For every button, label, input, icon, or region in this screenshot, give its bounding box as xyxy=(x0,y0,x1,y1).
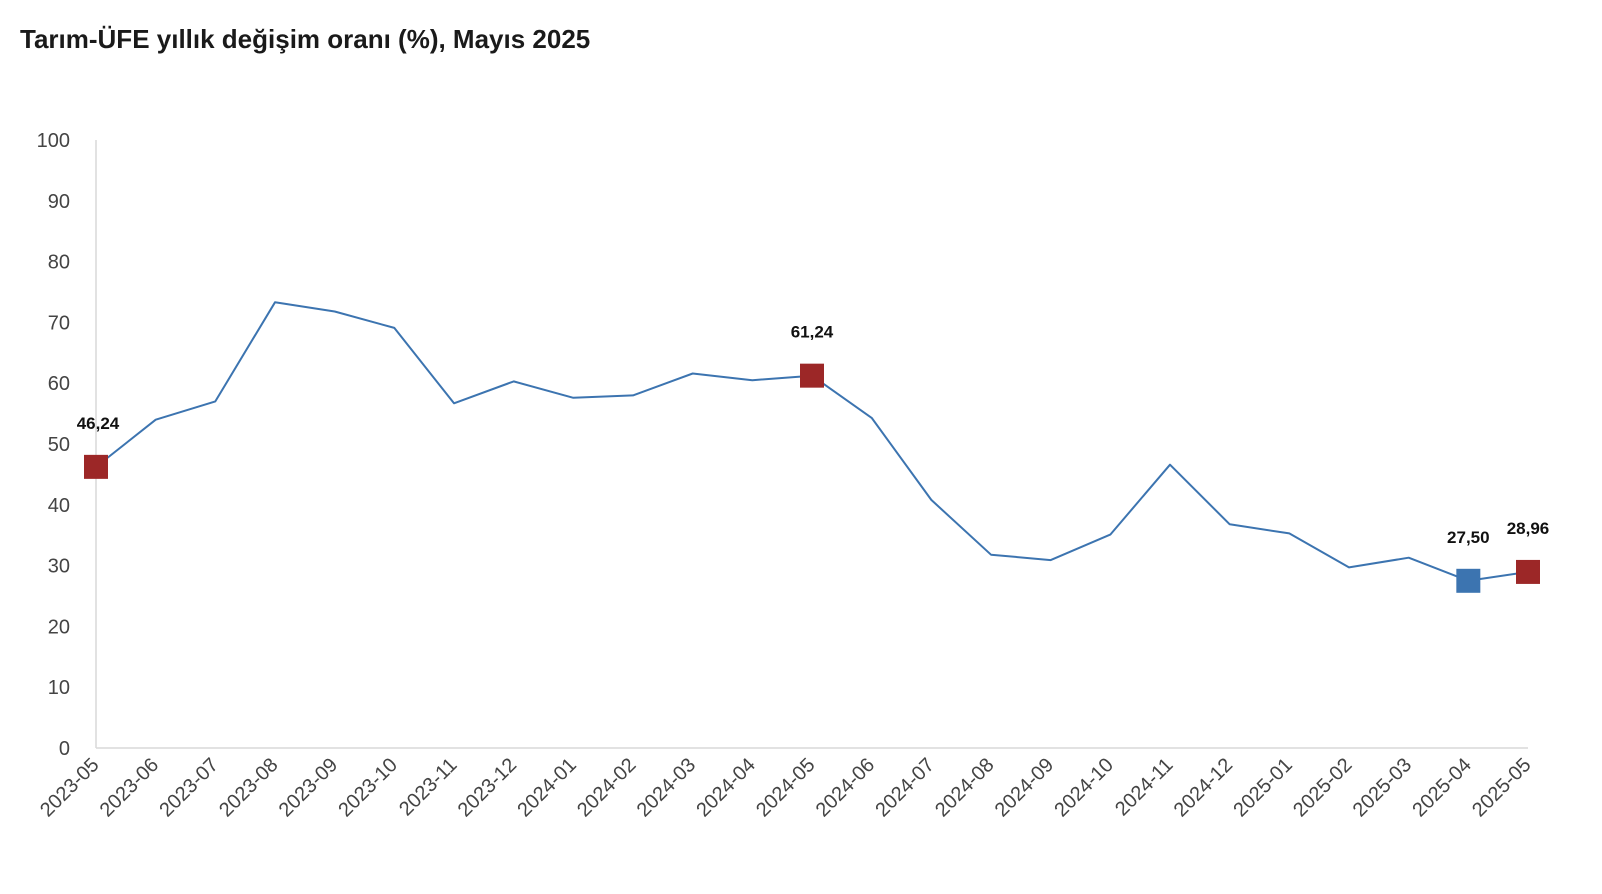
x-tick-label: 2024-02 xyxy=(573,754,640,821)
data-point-marker xyxy=(800,363,824,388)
data-label: 61,24 xyxy=(791,323,834,342)
data-label: 27,50 xyxy=(1447,528,1490,547)
x-tick-label: 2023-08 xyxy=(215,754,282,821)
x-tick-label: 2023-05 xyxy=(36,754,103,821)
y-tick-label: 60 xyxy=(48,373,70,395)
x-tick-label: 2024-12 xyxy=(1170,754,1237,821)
y-tick-label: 50 xyxy=(48,434,70,456)
x-tick-label: 2023-10 xyxy=(334,754,401,821)
x-tick-label: 2024-07 xyxy=(871,754,938,821)
x-tick-label: 2024-11 xyxy=(1111,754,1177,820)
y-tick-label: 20 xyxy=(48,616,70,638)
data-label: 28,96 xyxy=(1507,519,1550,538)
x-tick-label: 2024-05 xyxy=(752,754,819,821)
y-tick-label: 30 xyxy=(48,556,70,578)
x-tick-label: 2024-03 xyxy=(633,754,700,821)
x-tick-label: 2024-01 xyxy=(513,754,580,821)
data-label: 46,24 xyxy=(77,414,120,433)
x-tick-label: 2025-01 xyxy=(1229,754,1296,821)
x-tick-label: 2024-08 xyxy=(931,754,998,821)
x-tick-label: 2024-04 xyxy=(692,754,759,821)
x-tick-label: 2023-06 xyxy=(96,754,163,821)
data-point-marker xyxy=(1456,568,1481,593)
chart-title: Tarım-ÜFE yıllık değişim oranı (%), Mayı… xyxy=(20,24,591,54)
y-tick-label: 90 xyxy=(48,191,70,213)
x-tick-label: 2023-12 xyxy=(454,754,521,821)
y-tick-label: 40 xyxy=(48,495,70,517)
y-tick-label: 100 xyxy=(37,130,70,152)
x-tick-label: 2025-04 xyxy=(1408,754,1475,821)
x-tick-label: 2023-09 xyxy=(275,754,342,821)
y-tick-label: 70 xyxy=(48,312,70,334)
y-tick-label: 80 xyxy=(48,252,70,274)
x-tick-label: 2025-05 xyxy=(1468,754,1535,821)
series-line xyxy=(95,301,1529,582)
y-tick-label: 0 xyxy=(59,738,70,760)
x-tick-label: 2024-09 xyxy=(991,754,1058,821)
x-tick-label: 2024-06 xyxy=(812,754,879,821)
x-tick-label: 2025-03 xyxy=(1349,754,1416,821)
data-point-marker xyxy=(84,454,108,479)
x-tick-label: 2023-07 xyxy=(155,754,222,821)
x-tick-label: 2023-11 xyxy=(395,754,461,820)
y-tick-label: 10 xyxy=(48,677,70,699)
x-tick-label: 2025-02 xyxy=(1289,754,1356,821)
data-point-marker xyxy=(1516,559,1540,584)
x-tick-label: 2024-10 xyxy=(1050,754,1117,821)
